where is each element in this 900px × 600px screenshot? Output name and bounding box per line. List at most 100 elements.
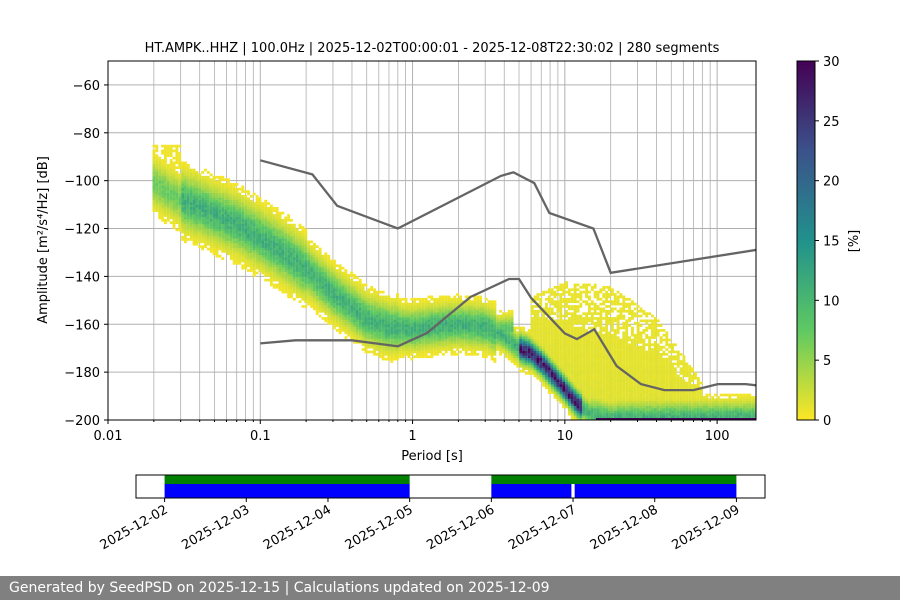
psd-cell	[281, 257, 285, 260]
psd-cell	[579, 345, 583, 349]
psd-cell	[247, 218, 250, 222]
psd-cell	[530, 350, 534, 354]
psd-cell	[287, 230, 291, 234]
psd-cell	[476, 338, 480, 342]
psd-cell	[559, 376, 563, 380]
psd-cell	[610, 329, 614, 332]
psd-cell	[493, 317, 497, 320]
psd-cell	[410, 333, 414, 337]
psd-cell	[461, 307, 465, 311]
psd-cell	[593, 307, 597, 311]
psd-cell	[155, 156, 159, 160]
psd-cell	[562, 369, 566, 373]
psd-cell	[404, 319, 408, 323]
psd-cell	[335, 293, 339, 296]
psd-cell	[588, 362, 591, 366]
psd-cell	[562, 388, 566, 392]
psd-cell	[398, 333, 402, 337]
psd-cell	[267, 278, 270, 282]
psd-cell	[605, 396, 609, 399]
psd-cell	[539, 331, 543, 335]
psd-cell	[338, 276, 342, 280]
psd-cell	[579, 415, 583, 418]
psd-cell	[275, 271, 279, 275]
psd-cell	[570, 357, 574, 361]
psd-cell	[585, 379, 588, 382]
psd-cell	[224, 218, 227, 222]
psd-cell	[484, 319, 488, 323]
psd-cell	[585, 295, 588, 299]
psd-cell	[321, 281, 325, 284]
psd-cell	[169, 209, 173, 213]
psd-cell	[229, 235, 233, 239]
psd-cell	[278, 254, 282, 258]
psd-cell	[579, 381, 583, 385]
psd-cell	[496, 329, 500, 332]
psd-cell	[255, 245, 259, 248]
psd-cell	[599, 386, 603, 390]
psd-cell	[421, 329, 425, 332]
psd-cell	[430, 314, 434, 318]
psd-cell	[433, 331, 437, 335]
psd-cell	[218, 216, 222, 220]
psd-cell	[218, 242, 222, 246]
psd-cell	[184, 238, 187, 241]
psd-cell	[201, 202, 205, 205]
psd-cell	[585, 376, 588, 380]
psd-cell	[562, 283, 566, 287]
psd-cell	[447, 307, 451, 311]
psd-cell	[522, 352, 525, 356]
psd-cell	[536, 369, 540, 373]
psd-cell	[588, 405, 591, 409]
psd-cell	[542, 336, 546, 339]
psd-cell	[275, 274, 279, 277]
psd-cell	[490, 324, 494, 327]
psd-cell	[178, 161, 182, 165]
psd-cell	[613, 302, 617, 306]
psd-cell	[375, 305, 379, 308]
psd-cell	[559, 381, 563, 385]
psd-cell	[610, 336, 614, 339]
psd-cell	[519, 343, 523, 347]
psd-cell	[204, 233, 207, 237]
psd-cell	[378, 309, 382, 313]
psd-cell	[510, 324, 514, 327]
psd-cell	[229, 238, 233, 241]
psd-cell	[416, 329, 419, 332]
psd-cell	[582, 312, 586, 315]
psd-cell	[318, 297, 322, 301]
psd-cell	[264, 266, 268, 270]
psd-cell	[467, 341, 471, 344]
psd-cell	[206, 197, 210, 201]
psd-cell	[335, 324, 339, 327]
psd-cell	[416, 297, 419, 301]
psd-cell	[610, 376, 614, 380]
psd-cell	[410, 319, 414, 323]
psd-cell	[593, 312, 597, 315]
psd-cell	[513, 331, 517, 335]
psd-cell	[484, 341, 488, 344]
psd-cell	[315, 293, 319, 296]
psd-cell	[444, 348, 448, 351]
psd-cell	[204, 211, 207, 215]
psd-cell	[361, 324, 365, 327]
psd-cell	[224, 250, 227, 253]
psd-cell	[192, 173, 196, 177]
psd-cell	[396, 312, 399, 315]
psd-cell	[301, 269, 305, 272]
psd-cell	[576, 326, 580, 330]
psd-cell	[252, 228, 256, 232]
psd-cell	[169, 180, 173, 184]
psd-cell	[181, 185, 185, 189]
psd-cell	[333, 300, 336, 304]
psd-cell	[321, 295, 325, 299]
psd-cell	[301, 235, 305, 239]
psd-cell	[327, 283, 331, 287]
psd-cell	[573, 338, 577, 342]
psd-cell	[588, 376, 591, 380]
psd-cell	[215, 233, 219, 237]
psd-cell	[255, 238, 259, 241]
psd-cell	[602, 326, 606, 330]
psd-cell	[573, 345, 577, 349]
psd-cell	[499, 326, 503, 330]
